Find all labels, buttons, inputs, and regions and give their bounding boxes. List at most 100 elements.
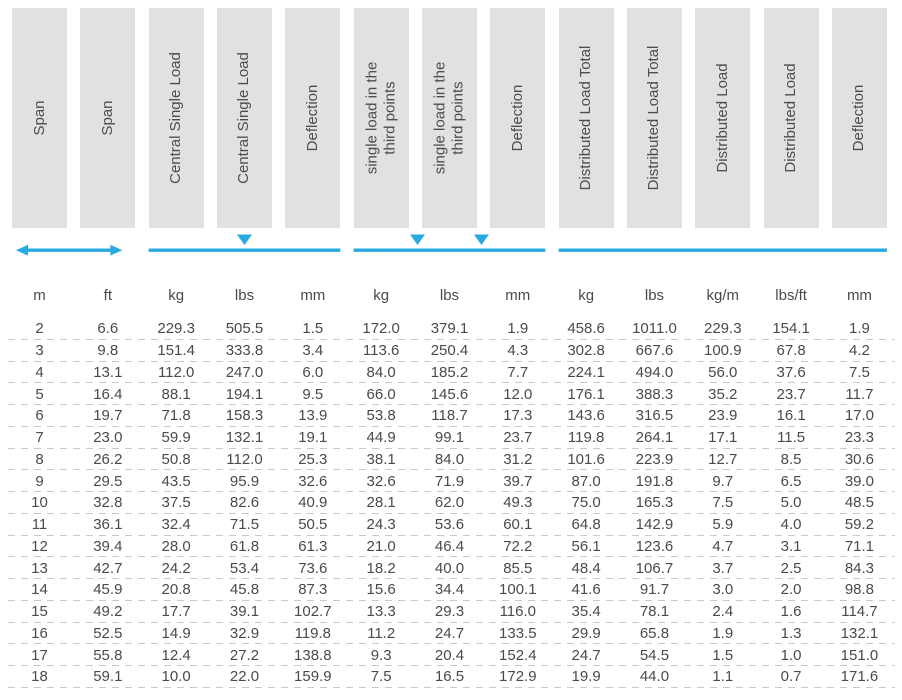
- table-cell: 23.0: [93, 429, 123, 447]
- column-header-label: single load in the third points: [363, 61, 399, 175]
- header-column-4: Central Single Load: [216, 8, 272, 228]
- load-position-triangle-icon: [473, 234, 489, 245]
- table-cell: 32.4: [161, 516, 191, 534]
- table-cell: 85.5: [503, 559, 533, 577]
- table-cell: 84.0: [366, 363, 396, 381]
- table-cell: 3: [35, 342, 44, 360]
- table-cell: 9.8: [97, 342, 119, 360]
- table-cell: 112.0: [157, 363, 195, 381]
- unit-label: ft: [103, 286, 112, 304]
- table-cell: 11.5: [777, 429, 806, 447]
- units-row: m ft kg lbs mm kg lbs mm kg lbs kg/m lbs/ft mm: [12, 284, 887, 306]
- table-row: 15 49.2 17.7 39.1 102.7 13.3 29.3 116.0 35.4 78.1…: [8, 601, 895, 623]
- table-cell: 61.3: [298, 537, 328, 555]
- table-cell: 66.0: [366, 385, 396, 403]
- table-cell: 185.2: [430, 363, 469, 381]
- table-cell: 0.7: [780, 668, 802, 686]
- table-cell: 106.7: [635, 559, 674, 577]
- unit-label: kg/m: [706, 286, 740, 304]
- header-column-7: single load in the third points: [421, 8, 477, 228]
- table-cell: 3.4: [302, 342, 324, 360]
- table-cell: 302.8: [567, 342, 605, 360]
- table-cell: 100.9: [704, 342, 742, 360]
- table-cell: 2.0: [780, 581, 802, 599]
- table-cell: 13.3: [366, 603, 396, 621]
- table-cell: 3.1: [780, 537, 802, 555]
- table-cell: 12: [31, 537, 48, 555]
- table-cell: 98.8: [844, 581, 875, 599]
- table-cell: 29.5: [93, 472, 123, 490]
- table-cell: 87.0: [571, 472, 601, 490]
- table-cell: 35.2: [708, 385, 738, 403]
- table-cell: 194.1: [225, 385, 264, 403]
- unit-label: lbs: [644, 286, 665, 304]
- table-cell: 494.0: [635, 363, 674, 381]
- header-column-9: Distributed Load Total: [558, 8, 614, 228]
- table-cell: 2.4: [712, 603, 734, 621]
- table-cell: 53.6: [434, 516, 465, 534]
- table-cell: 154.1: [772, 320, 810, 338]
- table-cell: 9.7: [712, 472, 734, 490]
- table-cell: 19.9: [571, 668, 601, 686]
- table-cell: 17.0: [844, 407, 875, 425]
- unit-label: m: [33, 286, 46, 304]
- table-cell: 71.8: [161, 407, 191, 425]
- table-cell: 6.6: [97, 320, 119, 338]
- table-cell: 55.8: [93, 646, 123, 664]
- table-cell: 118.7: [431, 407, 468, 425]
- unit-label: kg: [578, 286, 595, 304]
- table-cell: 32.8: [93, 494, 123, 512]
- table-cell: 13.1: [93, 363, 123, 381]
- table-cell: 26.2: [93, 450, 123, 468]
- table-cell: 34.4: [434, 581, 465, 599]
- table-cell: 7.5: [370, 668, 392, 686]
- table-cell: 6: [35, 407, 44, 425]
- table-cell: 18: [31, 668, 48, 686]
- table-cell: 17.7: [161, 603, 191, 621]
- table-cell: 10.0: [161, 668, 191, 686]
- table-cell: 333.8: [225, 342, 264, 360]
- table-cell: 1.6: [780, 603, 802, 621]
- table-cell: 32.6: [298, 472, 328, 490]
- header-column-11: Distributed Load: [695, 8, 751, 228]
- table-cell: 20.8: [161, 581, 191, 599]
- table-cell: 91.7: [639, 581, 670, 599]
- table-cell: 172.0: [362, 320, 400, 338]
- header-column-8: Deflection: [490, 8, 546, 228]
- table-cell: 132.1: [840, 624, 879, 642]
- table-cell: 12.7: [708, 450, 738, 468]
- table-cell: 143.6: [567, 407, 605, 425]
- table-cell: 56.1: [571, 537, 601, 555]
- table-cell: 39.4: [93, 537, 123, 555]
- table-cell: 7.5: [849, 363, 870, 381]
- table-cell: 75.0: [571, 494, 601, 512]
- table-cell: 158.3: [225, 407, 264, 425]
- table-cell: 1.9: [507, 320, 529, 338]
- arrowhead-icon: [16, 244, 28, 256]
- table-cell: 39.0: [844, 472, 875, 490]
- table-row: 16 52.5 14.9 32.9 119.8 11.2 24.7 133.5 29.9 65.8…: [8, 623, 895, 645]
- unit-label: mm: [846, 286, 872, 304]
- column-header-label: Deflection: [303, 84, 321, 152]
- unit-label: lbs/ft: [775, 286, 807, 304]
- table-cell: 88.1: [161, 385, 191, 403]
- table-cell: 10: [31, 494, 48, 512]
- table-cell: 16: [31, 624, 48, 642]
- table-cell: 45.8: [229, 581, 260, 599]
- table-cell: 1.3: [780, 624, 802, 642]
- table-cell: 17.3: [503, 407, 533, 425]
- table-cell: 21.0: [366, 537, 396, 555]
- table-cell: 35.4: [571, 603, 601, 621]
- table-cell: 39.7: [503, 472, 533, 490]
- table-cell: 4.7: [712, 537, 734, 555]
- table-cell: 39.1: [229, 603, 260, 621]
- table-cell: 101.6: [567, 450, 605, 468]
- table-cell: 64.8: [571, 516, 601, 534]
- table-cell: 82.6: [229, 494, 260, 512]
- table-cell: 37.5: [161, 494, 191, 512]
- table-cell: 84.0: [434, 450, 465, 468]
- table-cell: 2.5: [780, 559, 802, 577]
- header-column-13: Deflection: [831, 8, 887, 228]
- table-row: 18 59.1 10.0 22.0 159.9 7.5 16.5 172.9 19.9 44.0 1…: [8, 666, 895, 688]
- table-cell: 62.0: [434, 494, 465, 512]
